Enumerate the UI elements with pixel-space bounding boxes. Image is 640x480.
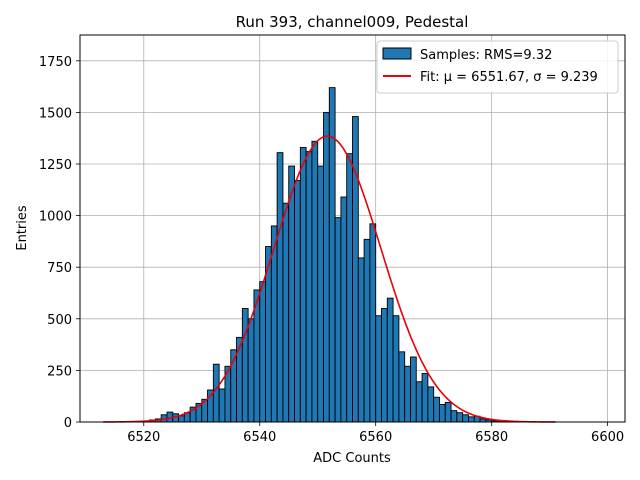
histogram-bar <box>392 315 400 423</box>
histogram-bar <box>288 165 295 423</box>
histogram-bar <box>178 415 185 423</box>
histogram-bar <box>247 318 255 423</box>
histogram-bar <box>294 180 301 423</box>
histogram-bar <box>218 388 226 423</box>
y-tick-label: 500 <box>47 313 72 328</box>
legend: Samples: RMS=9.32 Fit: μ = 6551.67, σ = … <box>376 40 619 94</box>
histogram-bar <box>357 257 365 423</box>
histogram-bar <box>282 202 290 423</box>
histogram-bar <box>462 414 469 423</box>
histogram-bar <box>450 410 458 423</box>
y-tick-label: 1250 <box>39 158 72 173</box>
histogram-bar <box>433 396 440 423</box>
histogram-bar <box>456 412 464 423</box>
histogram-bar <box>415 381 423 423</box>
histogram-bar <box>386 297 394 423</box>
histogram-bar <box>311 140 319 423</box>
histogram-bar <box>363 238 371 423</box>
legend-box <box>376 40 619 94</box>
fit-curve <box>103 135 556 423</box>
histogram-bar <box>468 416 475 423</box>
histogram-bars <box>137 87 504 423</box>
histogram-bar <box>236 336 243 423</box>
y-tick-label: 1750 <box>39 55 72 70</box>
histogram-bar <box>340 196 348 423</box>
histogram-bar <box>404 365 411 423</box>
histogram-bar <box>299 147 307 423</box>
histogram-bar <box>276 152 284 423</box>
y-tick-label: 1000 <box>39 210 72 225</box>
y-axis-label: Entries <box>15 205 30 251</box>
histogram-bar <box>334 217 342 423</box>
histogram-bar <box>352 116 359 423</box>
x-tick-label: 6580 <box>475 430 508 445</box>
histogram-bar <box>427 386 435 423</box>
legend-swatch-samples <box>382 47 412 60</box>
y-axis-ticks: 0 250 500 750 1000 1250 1500 1750 <box>39 55 80 431</box>
legend-label-fit: Fit: μ = 6551.67, σ = 9.239 <box>420 70 598 85</box>
y-tick-label: 250 <box>47 364 72 379</box>
histogram-bar <box>212 363 220 423</box>
histogram-bar <box>323 111 330 423</box>
y-tick-label: 0 <box>64 416 72 431</box>
x-tick-label: 6600 <box>591 430 624 445</box>
chart-title: Run 393, channel009, Pedestal <box>236 13 469 31</box>
histogram-bar <box>381 308 388 423</box>
histogram-bar <box>346 153 353 423</box>
y-tick-label: 1500 <box>39 106 72 121</box>
x-axis-label: ADC Counts <box>313 451 391 466</box>
x-tick-label: 6520 <box>127 430 160 445</box>
plot-frame <box>79 34 626 423</box>
histogram-bar <box>439 404 446 423</box>
histogram-bar <box>317 165 324 423</box>
x-axis-ticks: 6520 6540 6560 6580 6600 <box>127 422 624 445</box>
legend-label-samples: Samples: RMS=9.32 <box>420 48 552 63</box>
x-tick-label: 6540 <box>243 430 276 445</box>
histogram-bar <box>375 315 382 423</box>
histogram-bar <box>410 356 417 423</box>
x-tick-label: 6560 <box>359 430 392 445</box>
histogram-bar <box>241 308 249 423</box>
histogram-bar <box>398 351 406 423</box>
histogram-bar <box>369 223 377 423</box>
histogram-bar <box>421 373 429 423</box>
y-tick-label: 750 <box>47 261 72 276</box>
histogram-bar <box>259 281 266 423</box>
histogram-bar <box>305 151 313 423</box>
histogram-bar <box>444 401 452 423</box>
